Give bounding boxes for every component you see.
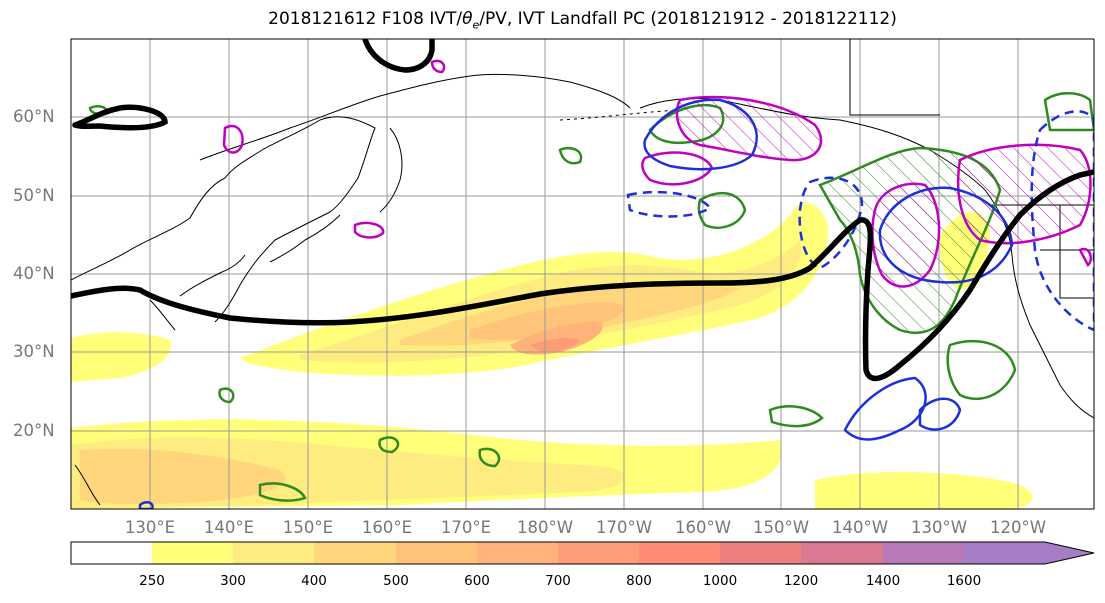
- coastline-aleutians: [559, 109, 681, 121]
- colorbar-segment: [152, 542, 233, 564]
- ivt-band-250-west: [71, 332, 171, 382]
- colorbar-tick-label: 1000: [702, 573, 738, 589]
- colorbar-segment: [396, 542, 477, 564]
- ivt-pc-alaska: [643, 98, 758, 171]
- ivt-pc-small: [138, 500, 154, 509]
- theta-ring-5: [1078, 247, 1092, 267]
- lon-label-170w: 170°W: [595, 518, 653, 537]
- jet-main: [71, 169, 1094, 382]
- theta-ring-1: [222, 124, 244, 154]
- ivt-band-700: [530, 337, 580, 352]
- coastline-japan: [179, 254, 246, 297]
- lon-label-130w: 130°W: [910, 518, 968, 537]
- map-frame: [70, 38, 1095, 510]
- colorbar-tick-label: 1200: [783, 573, 819, 589]
- lat-label-60n: 60°N: [13, 107, 55, 126]
- ivt-pc-south: [843, 376, 927, 441]
- colorbar-tick-label: 800: [626, 573, 652, 589]
- colorbar-segment: [720, 542, 801, 564]
- lat-label-40n: 40°N: [13, 264, 55, 283]
- colorbar-tick-label: 300: [220, 573, 246, 589]
- theta-e-contours: [222, 59, 1092, 288]
- lon-label-170e: 170°E: [440, 518, 492, 537]
- lat-label-30n: 30°N: [13, 342, 55, 361]
- colorbar-tick-label: 1400: [865, 573, 901, 589]
- colorbar-segment: [558, 542, 639, 564]
- colorbar-outline: [70, 541, 1095, 565]
- pv-south-1: [378, 436, 400, 454]
- theta-coast: [956, 143, 1092, 245]
- colorbar-segment: [639, 542, 720, 564]
- theta-ring-3: [641, 151, 714, 186]
- lon-label-160w: 160°W: [674, 518, 732, 537]
- theta-ring-2: [353, 221, 385, 239]
- pv-far-south: [258, 482, 307, 502]
- lat-label-20n: 20°N: [13, 421, 55, 440]
- colorbar: [70, 541, 1095, 565]
- pv-south-2: [478, 447, 501, 468]
- ivt-pc-dash-1: [798, 176, 864, 270]
- map-panel: [71, 39, 1094, 509]
- colorbar-segment: [477, 542, 558, 564]
- jet-nw: [72, 104, 168, 131]
- ivt-band-500: [470, 302, 625, 340]
- pv-south-4: [946, 340, 1017, 401]
- lon-label-150e: 150°E: [282, 518, 334, 537]
- colorbar-extend-arrow: [1045, 542, 1094, 564]
- jet-top: [362, 39, 435, 73]
- ivt-pc-contours: [138, 98, 1094, 509]
- ivt-pc-south-2: [918, 397, 962, 431]
- pv-south-3: [768, 405, 824, 428]
- lon-label-180w: 180°W: [516, 518, 574, 537]
- lon-label-140w: 140°W: [831, 518, 889, 537]
- colorbar-segment: [883, 542, 964, 564]
- colorbar-tick-label: 1600: [946, 573, 982, 589]
- ivt-pc-dash-2: [626, 190, 712, 218]
- lon-label-140e: 140°E: [203, 518, 255, 537]
- colorbar-segment: [233, 542, 314, 564]
- ivt-band-400-south: [80, 448, 286, 505]
- page-title: 2018121612 F108 IVT/θe/PV, IVT Landfall …: [268, 9, 897, 32]
- colorbar-segment: [801, 542, 883, 564]
- colorbar-segment: [964, 542, 1045, 564]
- theta-ring-4: [430, 59, 446, 74]
- lon-label-160e: 160°E: [361, 518, 413, 537]
- lon-label-130e: 130°E: [124, 518, 176, 537]
- colorbar-segment: [71, 542, 152, 564]
- coastline-siberia: [199, 73, 631, 161]
- ivt-pc-east: [878, 186, 1014, 284]
- pv-west-pac: [558, 146, 583, 165]
- colorbar-tick-label: 700: [545, 573, 571, 589]
- colorbar-tick-label: 500: [383, 573, 409, 589]
- colorbar-tick-label: 400: [301, 573, 327, 589]
- colorbar-tick-label: 600: [464, 573, 490, 589]
- coastline-korea: [149, 299, 176, 331]
- colorbar-segment: [314, 542, 396, 564]
- theta-alaska: [675, 95, 823, 162]
- jet-contours: [71, 39, 1094, 382]
- coastline-asia: [71, 116, 376, 323]
- pv-west-2: [218, 387, 235, 404]
- lat-label-50n: 50°N: [13, 186, 55, 205]
- coastline-canada-north: [849, 39, 940, 116]
- coastline-kuril: [269, 214, 341, 263]
- colorbar-tick-label: 250: [139, 573, 165, 589]
- coastline-kamchatka: [379, 127, 403, 213]
- lon-label-120w: 120°W: [989, 518, 1047, 537]
- coastline-philippines: [74, 464, 101, 506]
- ivt-band-250-se: [815, 471, 1033, 509]
- lon-label-150w: 150°W: [752, 518, 810, 537]
